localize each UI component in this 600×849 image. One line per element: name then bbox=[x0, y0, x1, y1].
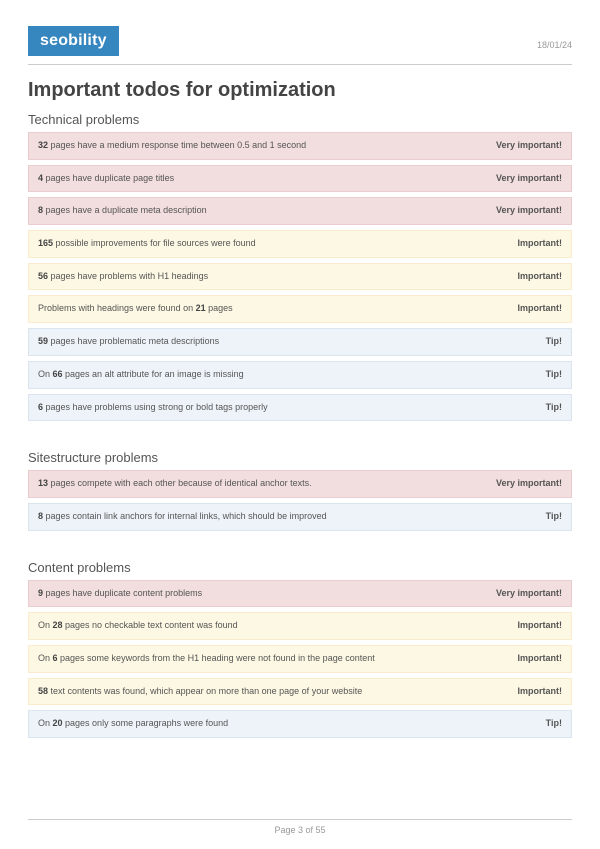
todo-row: On 66 pages an alt attribute for an imag… bbox=[28, 361, 572, 389]
severity-label: Tip! bbox=[546, 336, 562, 348]
severity-label: Very important! bbox=[496, 140, 562, 152]
severity-label: Tip! bbox=[546, 369, 562, 381]
severity-label: Important! bbox=[518, 271, 563, 283]
severity-label: Very important! bbox=[496, 478, 562, 490]
todo-text: 13 pages compete with each other because… bbox=[38, 478, 496, 490]
todo-text: Problems with headings were found on 21 … bbox=[38, 303, 518, 315]
todo-text: 56 pages have problems with H1 headings bbox=[38, 271, 518, 283]
todo-text: 58 text contents was found, which appear… bbox=[38, 686, 518, 698]
severity-label: Very important! bbox=[496, 173, 562, 185]
page-number: Page 3 of 55 bbox=[274, 825, 325, 835]
severity-label: Important! bbox=[518, 303, 563, 315]
todo-text: 6 pages have problems using strong or bo… bbox=[38, 402, 546, 414]
todo-row: On 6 pages some keywords from the H1 hea… bbox=[28, 645, 572, 673]
todo-row: 59 pages have problematic meta descripti… bbox=[28, 328, 572, 356]
severity-label: Important! bbox=[518, 653, 563, 665]
todo-text: 9 pages have duplicate content problems bbox=[38, 588, 496, 600]
todo-row: 4 pages have duplicate page titlesVery i… bbox=[28, 165, 572, 193]
severity-label: Tip! bbox=[546, 402, 562, 414]
severity-label: Tip! bbox=[546, 718, 562, 730]
severity-label: Very important! bbox=[496, 205, 562, 217]
todo-row: 6 pages have problems using strong or bo… bbox=[28, 394, 572, 422]
severity-label: Very important! bbox=[496, 588, 562, 600]
section-heading: Sitestructure problems bbox=[28, 450, 572, 465]
todo-text: 165 possible improvements for file sourc… bbox=[38, 238, 518, 250]
todo-text: On 66 pages an alt attribute for an imag… bbox=[38, 369, 546, 381]
todo-row: On 28 pages no checkable text content wa… bbox=[28, 612, 572, 640]
todo-text: On 20 pages only some paragraphs were fo… bbox=[38, 718, 546, 730]
todo-row: 165 possible improvements for file sourc… bbox=[28, 230, 572, 258]
report-date: 18/01/24 bbox=[537, 40, 572, 50]
todo-text: 4 pages have duplicate page titles bbox=[38, 173, 496, 185]
todo-row: Problems with headings were found on 21 … bbox=[28, 295, 572, 323]
todo-row: 13 pages compete with each other because… bbox=[28, 470, 572, 498]
todo-text: 59 pages have problematic meta descripti… bbox=[38, 336, 546, 348]
section-heading: Content problems bbox=[28, 560, 572, 575]
page-footer: Page 3 of 55 bbox=[28, 819, 572, 835]
logo: seobility bbox=[28, 26, 119, 56]
todo-text: 32 pages have a medium response time bet… bbox=[38, 140, 496, 152]
severity-label: Important! bbox=[518, 238, 563, 250]
severity-label: Important! bbox=[518, 620, 563, 632]
todo-row: 32 pages have a medium response time bet… bbox=[28, 132, 572, 160]
report-header: seobility 18/01/24 bbox=[28, 26, 572, 65]
todo-row: 56 pages have problems with H1 headingsI… bbox=[28, 263, 572, 291]
todo-row: 9 pages have duplicate content problemsV… bbox=[28, 580, 572, 608]
page-title: Important todos for optimization bbox=[28, 79, 572, 102]
todo-row: On 20 pages only some paragraphs were fo… bbox=[28, 710, 572, 738]
todo-row: 8 pages have a duplicate meta descriptio… bbox=[28, 197, 572, 225]
todo-text: On 28 pages no checkable text content wa… bbox=[38, 620, 518, 632]
todo-row: 58 text contents was found, which appear… bbox=[28, 678, 572, 706]
severity-label: Tip! bbox=[546, 511, 562, 523]
todo-text: 8 pages have a duplicate meta descriptio… bbox=[38, 205, 496, 217]
todo-text: 8 pages contain link anchors for interna… bbox=[38, 511, 546, 523]
todo-row: 8 pages contain link anchors for interna… bbox=[28, 503, 572, 531]
section-heading: Technical problems bbox=[28, 112, 572, 127]
todo-text: On 6 pages some keywords from the H1 hea… bbox=[38, 653, 518, 665]
severity-label: Important! bbox=[518, 686, 563, 698]
